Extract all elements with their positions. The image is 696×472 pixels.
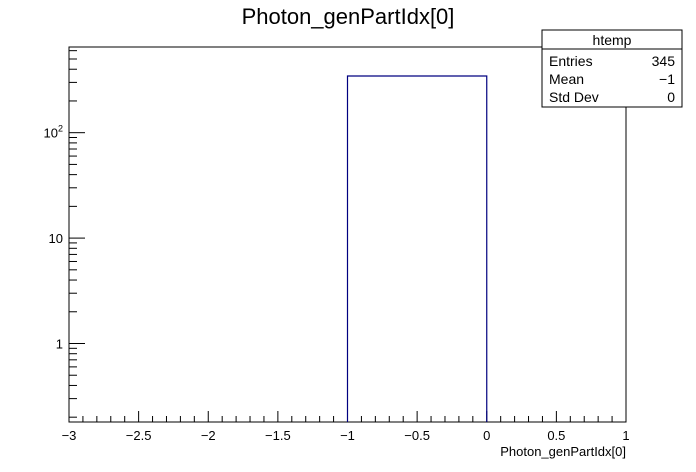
y-tick-label: 102 [44, 124, 63, 141]
chart-title: Photon_genPartIdx[0] [242, 4, 455, 29]
y-axis: 1 10 102 [44, 50, 85, 418]
stats-label-stddev: Std Dev [549, 89, 599, 105]
x-tick-label: −2 [201, 428, 216, 443]
histogram-bin [346, 75, 488, 422]
stats-value-mean: −1 [659, 71, 675, 87]
x-tick-label: −2.5 [126, 428, 152, 443]
stats-box-name: htemp [593, 32, 632, 48]
y-tick-label: 1 [56, 337, 63, 352]
y-tick-label: 10 [49, 231, 63, 246]
x-tick-label: 0 [483, 428, 490, 443]
x-tick-label: −0.5 [404, 428, 430, 443]
x-tick-label: 1 [622, 428, 629, 443]
x-axis: −3 −2.5 −2 −1.5 −1 −0.5 0 0.5 1 [62, 411, 630, 443]
stats-box-frame [541, 29, 683, 108]
x-tick-label: −3 [62, 428, 77, 443]
x-tick-label: −1 [340, 428, 355, 443]
x-tick-label: −1.5 [265, 428, 291, 443]
histogram-bars [346, 75, 488, 422]
stats-box: htemp Entries 345 Mean −1 Std Dev 0 [541, 29, 683, 108]
stats-label-entries: Entries [549, 53, 593, 69]
x-axis-label: Photon_genPartIdx[0] [500, 444, 626, 459]
stats-value-stddev: 0 [667, 89, 675, 105]
stats-label-mean: Mean [549, 71, 584, 87]
x-tick-label: 0.5 [547, 428, 565, 443]
stats-value-entries: 345 [652, 53, 676, 69]
